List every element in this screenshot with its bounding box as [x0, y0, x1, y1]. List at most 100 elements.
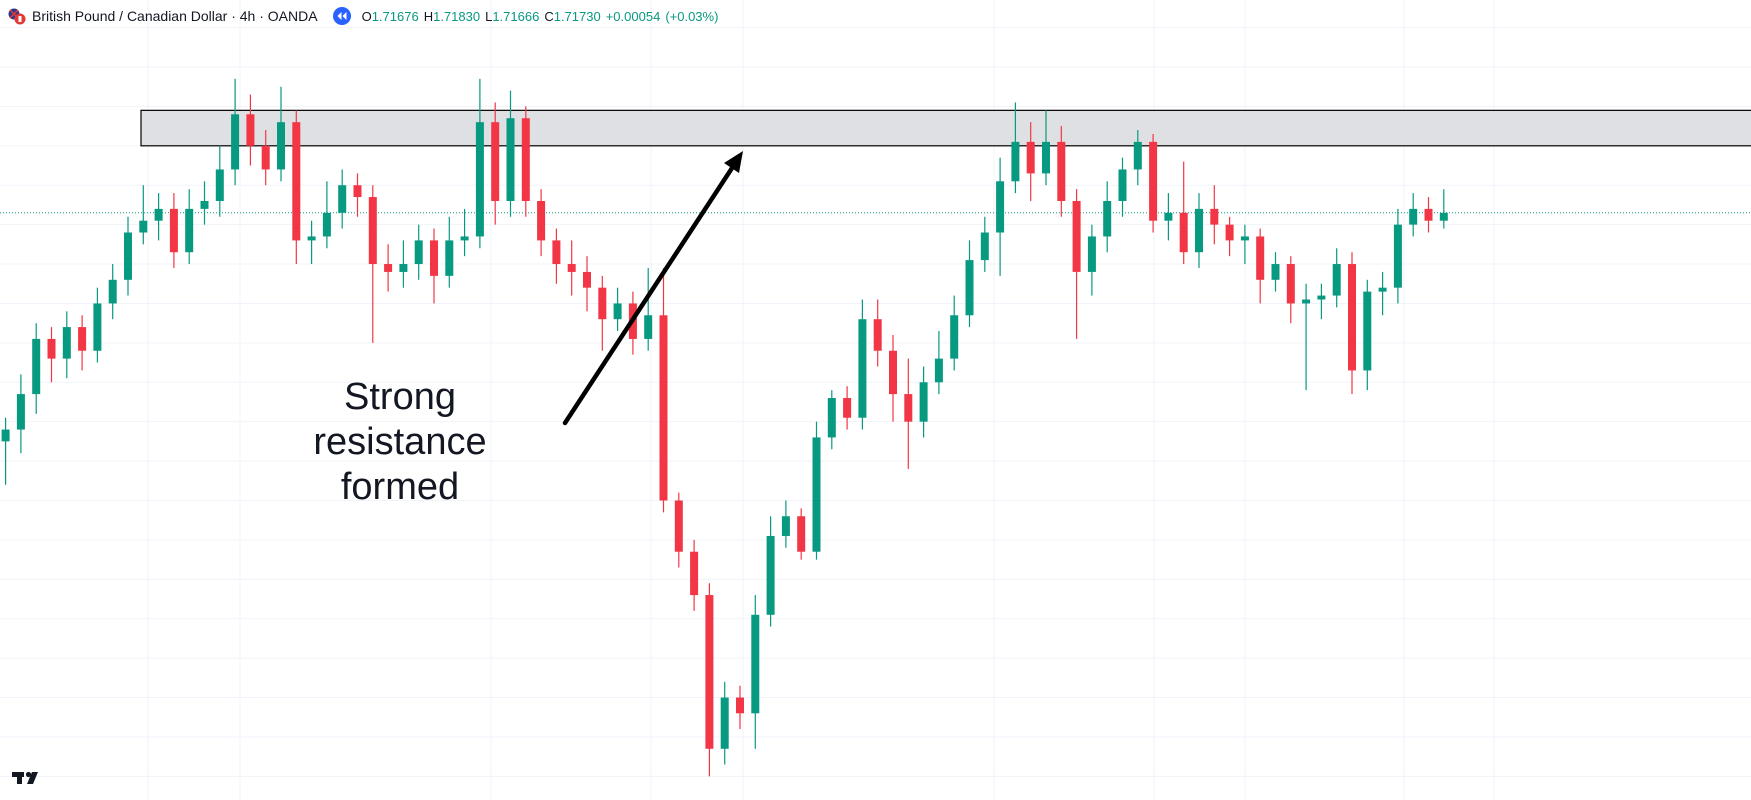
candle-body: [1103, 200, 1112, 237]
candle-body: [1195, 208, 1203, 253]
candle-body: [1225, 224, 1234, 241]
replay-glyph: [337, 12, 347, 20]
candle-body: [751, 614, 760, 714]
candle-body: [384, 264, 393, 272]
candle-body: [491, 122, 500, 201]
candle-body: [292, 122, 301, 241]
ohlc-value: 1.71666: [492, 8, 540, 24]
arrow: [562, 151, 743, 426]
candle-body: [506, 118, 515, 201]
candle-body: [368, 197, 377, 265]
candle-body: [965, 260, 974, 316]
candle-body: [154, 208, 163, 221]
candle-body: [843, 398, 852, 418]
candle-body: [231, 114, 240, 170]
candle-body: [644, 315, 653, 339]
candle-body: [1118, 169, 1127, 201]
candle-body: [980, 232, 989, 261]
candle-body: [78, 327, 87, 351]
candle-body: [139, 220, 148, 233]
candle-body: [1378, 287, 1387, 292]
tradingview-logo: [12, 771, 38, 784]
replay-button[interactable]: [332, 6, 352, 26]
candle-body: [414, 240, 423, 265]
candle-body: [1424, 208, 1433, 221]
candles: [1, 78, 1448, 777]
candle-body: [1332, 264, 1341, 296]
candle-body: [812, 437, 821, 552]
candle-body: [1393, 224, 1402, 288]
candle-body: [185, 208, 194, 253]
candle-body: [1133, 141, 1142, 170]
candle-body: [215, 169, 224, 201]
ohlc-key: O: [361, 8, 372, 24]
candle-body: [124, 232, 132, 280]
candle-body: [460, 236, 469, 241]
logo-part: [17, 772, 22, 784]
ohlc-key: C: [544, 8, 554, 24]
candle-body: [32, 338, 41, 395]
candle-body: [399, 264, 408, 272]
candle-body: [1409, 208, 1418, 225]
candle-body: [858, 319, 867, 418]
replay-circle: [332, 7, 351, 25]
candle-body: [720, 697, 729, 749]
candle-body: [1026, 141, 1035, 174]
symbol-icon: [8, 8, 26, 25]
candle-body: [1439, 212, 1448, 221]
change: +0.00054: [605, 8, 661, 24]
candle-body: [889, 350, 897, 395]
candle-body: [797, 516, 806, 552]
ohlc-key: L: [485, 8, 493, 24]
zone-layer: [0, 109, 1751, 214]
candle-body: [169, 208, 178, 253]
candle-body: [537, 200, 546, 241]
candle-body: [934, 358, 943, 383]
candle-body: [583, 271, 591, 288]
candle-body: [781, 516, 790, 536]
flag-leaf: [18, 16, 22, 22]
resistance-zone: [140, 109, 1751, 147]
annotation: Strong resistance formed: [313, 376, 487, 508]
candle-body: [200, 200, 209, 209]
ohlc-value: 1.71676: [371, 8, 419, 24]
candle-body: [16, 394, 25, 430]
candle-body: [659, 315, 668, 501]
candle-body: [277, 122, 285, 170]
candle-body: [950, 315, 959, 359]
candle-body: [674, 500, 683, 552]
candle-body: [62, 327, 71, 359]
candle-body: [919, 382, 928, 422]
candle-body: [598, 287, 607, 320]
ohlc-values: O1.71676 H1.71830 L1.71666 C1.71730 +0.00054…: [362, 9, 724, 24]
candle-body: [1149, 141, 1158, 221]
candle-body: [736, 697, 744, 714]
candle-body: [108, 279, 117, 304]
candle-body: [567, 264, 576, 272]
candle-body: [1348, 264, 1356, 371]
candle-body: [613, 303, 622, 320]
symbol-title[interactable]: British Pound / Canadian Dollar · 4h · O…: [32, 8, 318, 24]
candle-body: [1363, 291, 1372, 371]
candle-body: [1072, 200, 1081, 272]
candle-body: [521, 118, 530, 201]
candle-body: [766, 535, 775, 615]
candle-body: [47, 338, 56, 359]
candle-body: [1256, 236, 1265, 280]
candle-body: [1057, 141, 1066, 201]
candle-body: [338, 185, 347, 213]
candle-body: [445, 240, 454, 276]
candle-body: [904, 394, 913, 422]
candle-body: [1286, 264, 1295, 304]
candle-body: [705, 595, 714, 749]
candle-body: [1042, 141, 1050, 174]
candle-body: [996, 181, 1005, 233]
candle-body: [1210, 208, 1219, 225]
candle-body: [307, 236, 316, 241]
candle-body: [1302, 299, 1311, 304]
change-percent: (+0.03%): [665, 8, 719, 24]
candle-body: [827, 398, 836, 438]
candle-body: [1179, 212, 1188, 253]
ohlc-value: 1.71830: [433, 8, 481, 24]
